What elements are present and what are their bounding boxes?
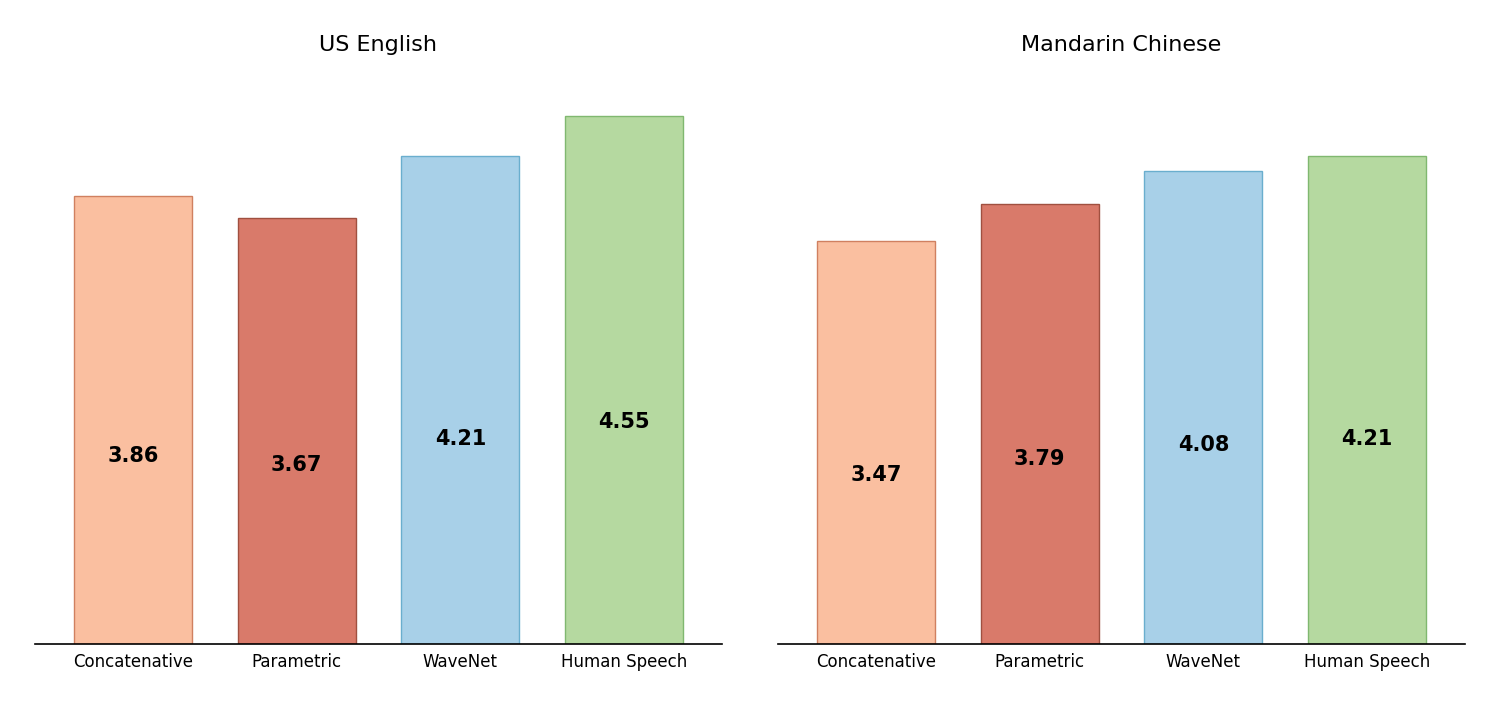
Bar: [1144, 171, 1263, 644]
Text: 4.08: 4.08: [1178, 435, 1228, 455]
Bar: [74, 196, 192, 644]
Text: 3.79: 3.79: [1014, 449, 1065, 469]
Bar: [566, 116, 682, 644]
Text: 3.86: 3.86: [106, 445, 159, 466]
Bar: [981, 204, 1098, 644]
Bar: [237, 218, 356, 644]
Bar: [402, 156, 519, 644]
Text: 3.47: 3.47: [850, 465, 901, 484]
Bar: [818, 241, 934, 644]
Title: Mandarin Chinese: Mandarin Chinese: [1022, 35, 1221, 55]
Text: 4.21: 4.21: [1341, 429, 1394, 448]
Title: US English: US English: [320, 35, 438, 55]
Text: 3.67: 3.67: [272, 455, 322, 475]
Text: 4.21: 4.21: [435, 429, 486, 448]
Text: 4.55: 4.55: [598, 412, 650, 432]
Bar: [1308, 156, 1426, 644]
